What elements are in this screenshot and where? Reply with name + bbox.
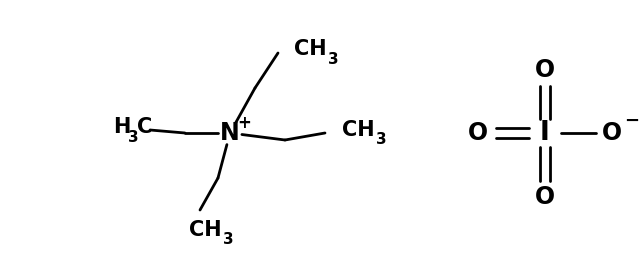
Text: I: I [540,120,550,146]
Text: 3: 3 [128,130,138,144]
Text: O: O [468,121,488,145]
Text: CH: CH [189,220,221,240]
Text: 3: 3 [376,132,387,148]
Text: 3: 3 [328,51,339,67]
Text: O: O [535,58,555,82]
Text: C: C [138,117,152,137]
Text: CH: CH [342,120,374,140]
Text: 3: 3 [223,232,234,248]
Text: O: O [602,121,622,145]
Text: +: + [237,114,251,132]
Text: H: H [113,117,131,137]
Text: −: − [625,112,639,130]
Text: N: N [220,121,240,145]
Text: O: O [535,185,555,209]
Text: CH: CH [294,39,326,59]
